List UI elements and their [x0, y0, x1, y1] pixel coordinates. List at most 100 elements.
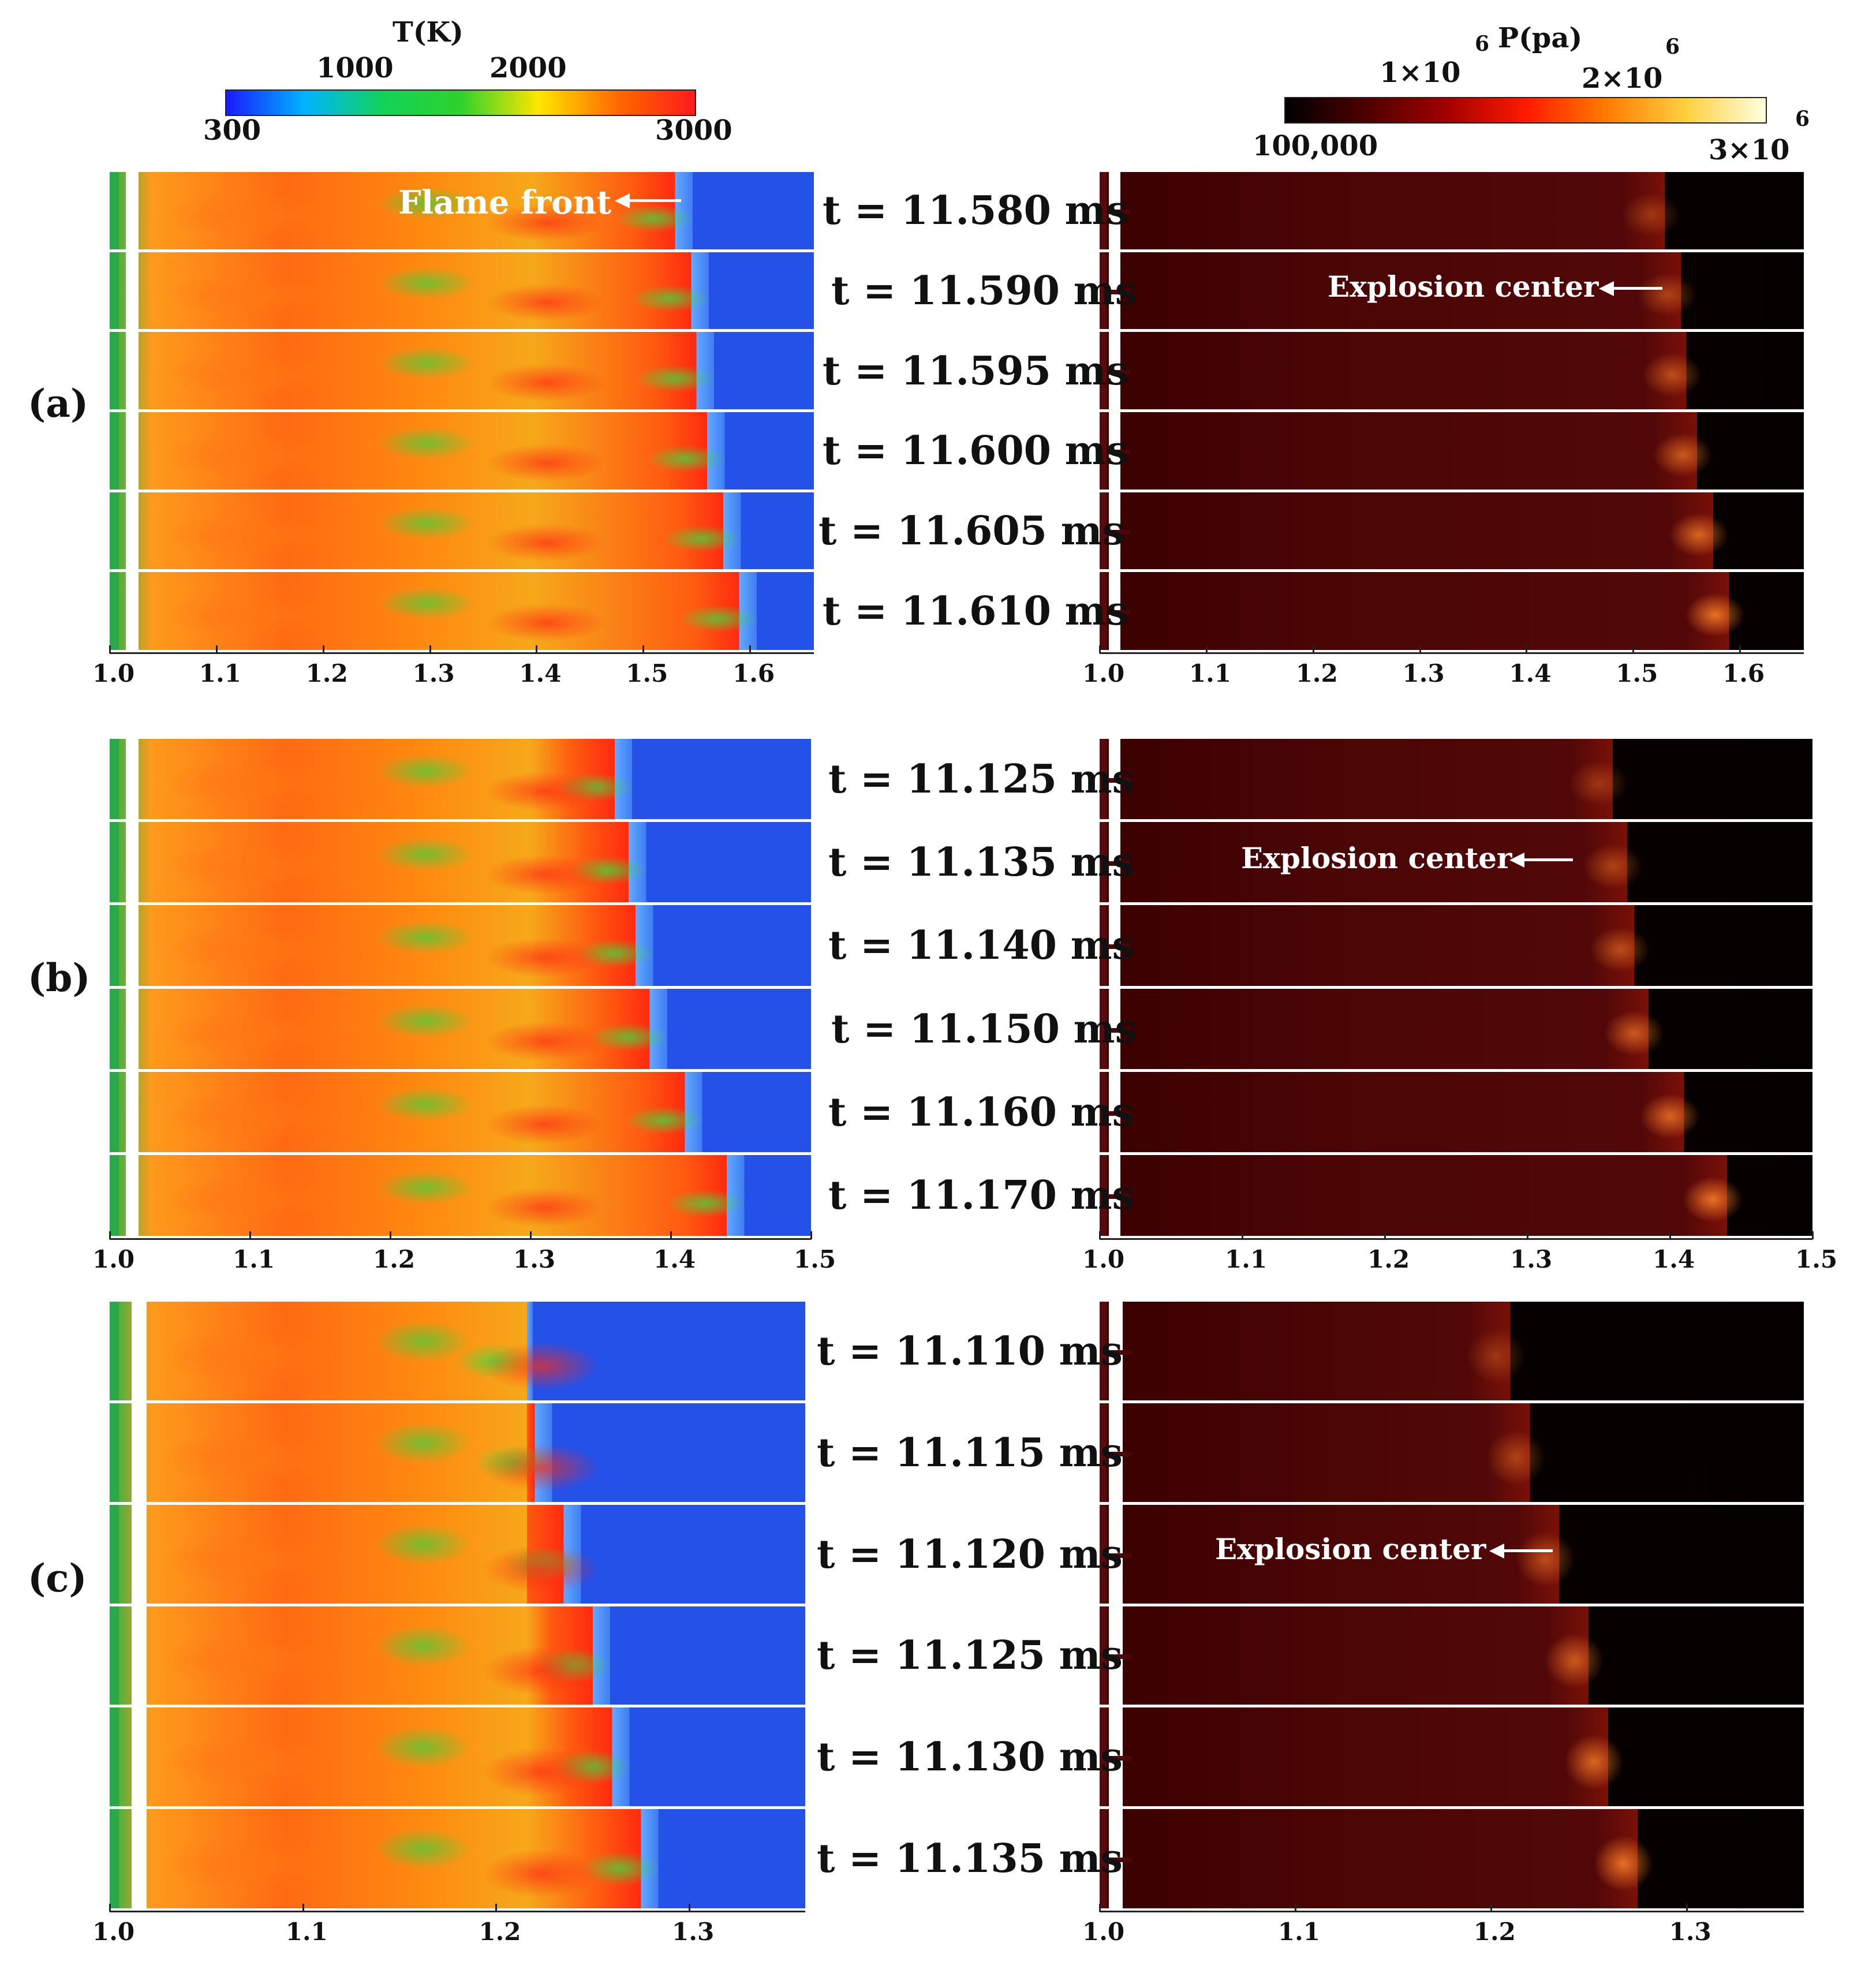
right-x-tick-label: 1.3: [1402, 659, 1445, 687]
panel-label: (a): [28, 381, 89, 426]
inlet-slot: [126, 1071, 139, 1153]
right-x-tick-label: 1.2: [1295, 659, 1338, 687]
left-x-tick-label: 1.4: [653, 1245, 696, 1273]
pressure-wall: [1100, 1403, 1107, 1503]
temperature-strip: [110, 1302, 805, 1401]
right-x-tick-mark: [1242, 1231, 1243, 1239]
left-x-tick-mark: [429, 645, 431, 653]
flame-front-arrow-head: [615, 193, 630, 208]
right-x-tick-mark: [1527, 1231, 1528, 1239]
temperature-tick-300: 300: [203, 114, 261, 147]
time-label: t = 11.125 ms: [817, 1632, 1123, 1679]
inlet-boundary: [110, 172, 119, 250]
temperature-strip: [110, 1504, 805, 1604]
inlet-boundary: [110, 1809, 119, 1908]
panel-label: (c): [28, 1556, 87, 1601]
right-x-tick-mark: [1490, 1904, 1492, 1912]
left-x-tick-mark: [215, 645, 218, 653]
pressure-strip: [1100, 572, 1804, 650]
pressure-strip: [1100, 1302, 1804, 1401]
time-label: t = 11.610 ms: [823, 588, 1128, 634]
pressure-strip: [1100, 1403, 1804, 1503]
row-separator: [1100, 1152, 1812, 1156]
left-x-tick-label: 1.5: [794, 1245, 836, 1273]
pressure-inlet-bar: [1109, 861, 1130, 866]
right-x-tick-label: 1.2: [1367, 1245, 1410, 1273]
inlet-boundary: [110, 572, 119, 650]
row-separator: [110, 1603, 805, 1608]
right-x-tick-label: 1.0: [1082, 659, 1125, 687]
time-label: t = 11.130 ms: [817, 1734, 1123, 1781]
row-separator: [1100, 1501, 1804, 1506]
pressure-inlet-bar: [1109, 290, 1130, 294]
row-separator: [1100, 819, 1812, 824]
right-x-tick-mark: [1099, 1231, 1101, 1239]
inlet-slot: [126, 172, 139, 250]
inlet-slot: [132, 1809, 147, 1908]
right-x-tick-mark: [1099, 1904, 1101, 1912]
right-x-tick-label: 1.0: [1082, 1918, 1125, 1946]
temperature-strip: [110, 572, 814, 650]
row-separator: [110, 409, 814, 413]
pressure-inlet-bar: [1109, 1451, 1132, 1456]
pressure-wall: [1100, 1606, 1107, 1706]
pressure-strip: [1100, 1707, 1804, 1807]
inlet-slot: [126, 988, 139, 1070]
time-label: t = 11.590 ms: [831, 268, 1137, 314]
right-x-tick-label: 1.4: [1509, 659, 1552, 687]
inlet-boundary: [110, 1071, 119, 1153]
temperature-strip: [110, 988, 811, 1070]
left-x-tick-label: 1.0: [92, 1918, 135, 1946]
pressure-strip: [1100, 332, 1804, 410]
temperature-tick-1000: 1000: [316, 52, 394, 84]
right-x-tick-mark: [1812, 1231, 1814, 1239]
temperature-strip: [110, 1606, 805, 1706]
pressure-wall: [1100, 1504, 1107, 1604]
inlet-boundary: [110, 822, 119, 903]
panel-label: (b): [28, 955, 91, 1000]
row-separator: [1100, 569, 1804, 574]
explosion-center-annotation: Explosion center: [1215, 1531, 1486, 1566]
temperature-strip: [110, 252, 814, 330]
inlet-slot: [126, 252, 139, 330]
inlet-slot: [132, 1403, 147, 1503]
left-x-tick-label: 1.1: [199, 659, 241, 687]
pressure-tick-2e6: 2×10: [1582, 62, 1663, 95]
right-x-tick-label: 1.0: [1082, 1245, 1125, 1273]
right-x-axis: [1100, 652, 1804, 654]
inlet-slot: [132, 1606, 147, 1706]
left-x-axis: [110, 1238, 811, 1240]
pressure-strip: [1100, 412, 1804, 490]
pressure-wall: [1100, 1809, 1107, 1908]
temperature-strip: [110, 905, 811, 986]
temperature-colorbar-title: T(K): [393, 16, 464, 48]
time-label: t = 11.110 ms: [817, 1328, 1123, 1374]
pressure-strip: [1100, 905, 1812, 986]
row-separator: [1100, 1603, 1804, 1608]
temperature-strip: [110, 1403, 805, 1503]
row-separator: [110, 1400, 805, 1404]
left-x-tick-label: 1.4: [519, 659, 562, 687]
right-x-tick-mark: [1526, 645, 1528, 653]
pressure-wall: [1100, 822, 1107, 903]
temperature-strip: [110, 1071, 811, 1153]
pressure-inlet-bar: [1109, 778, 1130, 783]
left-x-tick-label: 1.1: [233, 1245, 275, 1273]
pressure-wall: [1100, 412, 1107, 490]
pressure-wall: [1100, 1154, 1107, 1236]
inlet-boundary: [110, 1302, 119, 1401]
left-x-tick-label: 1.3: [672, 1918, 715, 1946]
time-label: t = 11.600 ms: [823, 428, 1128, 474]
left-x-axis: [110, 652, 814, 654]
pressure-strip: [1100, 172, 1804, 250]
right-x-tick-label: 1.3: [1669, 1918, 1711, 1946]
time-label: t = 11.150 ms: [831, 1006, 1137, 1052]
left-x-tick-mark: [249, 1231, 251, 1239]
pressure-wall: [1100, 1302, 1107, 1401]
right-x-tick-mark: [1099, 645, 1101, 653]
row-separator: [110, 902, 811, 907]
pressure-strip: [1100, 1606, 1804, 1706]
time-label: t = 11.140 ms: [828, 922, 1134, 969]
left-x-tick-label: 1.3: [412, 659, 455, 687]
pressure-wall: [1100, 572, 1107, 650]
